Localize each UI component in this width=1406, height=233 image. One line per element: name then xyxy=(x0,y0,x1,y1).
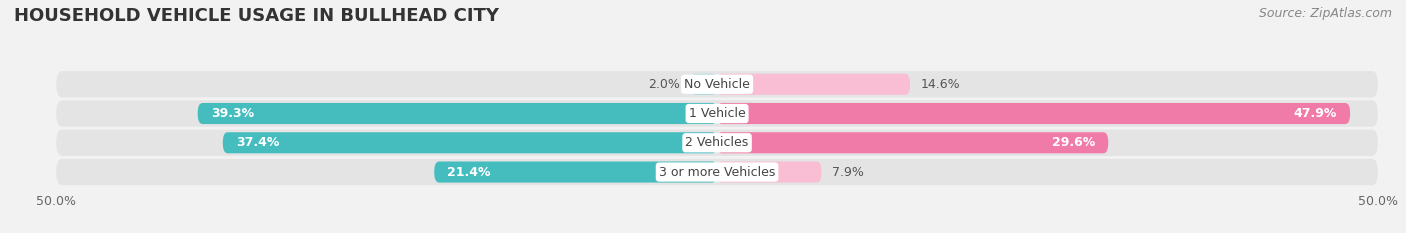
FancyBboxPatch shape xyxy=(717,74,910,95)
Text: No Vehicle: No Vehicle xyxy=(685,78,749,91)
FancyBboxPatch shape xyxy=(717,132,1108,153)
FancyBboxPatch shape xyxy=(56,100,1378,127)
FancyBboxPatch shape xyxy=(690,74,717,95)
Text: 37.4%: 37.4% xyxy=(236,136,280,149)
Text: 3 or more Vehicles: 3 or more Vehicles xyxy=(659,165,775,178)
Text: 2.0%: 2.0% xyxy=(648,78,681,91)
FancyBboxPatch shape xyxy=(56,159,1378,185)
FancyBboxPatch shape xyxy=(56,130,1378,156)
Text: 14.6%: 14.6% xyxy=(921,78,960,91)
FancyBboxPatch shape xyxy=(222,132,717,153)
Text: 29.6%: 29.6% xyxy=(1052,136,1095,149)
Text: 2 Vehicles: 2 Vehicles xyxy=(686,136,748,149)
Text: 39.3%: 39.3% xyxy=(211,107,254,120)
FancyBboxPatch shape xyxy=(717,161,821,183)
FancyBboxPatch shape xyxy=(717,103,1350,124)
Text: 47.9%: 47.9% xyxy=(1294,107,1337,120)
FancyBboxPatch shape xyxy=(198,103,717,124)
Text: Source: ZipAtlas.com: Source: ZipAtlas.com xyxy=(1258,7,1392,20)
FancyBboxPatch shape xyxy=(434,161,717,183)
Text: 7.9%: 7.9% xyxy=(832,165,863,178)
Text: 21.4%: 21.4% xyxy=(447,165,491,178)
Text: 1 Vehicle: 1 Vehicle xyxy=(689,107,745,120)
FancyBboxPatch shape xyxy=(56,71,1378,97)
Text: HOUSEHOLD VEHICLE USAGE IN BULLHEAD CITY: HOUSEHOLD VEHICLE USAGE IN BULLHEAD CITY xyxy=(14,7,499,25)
